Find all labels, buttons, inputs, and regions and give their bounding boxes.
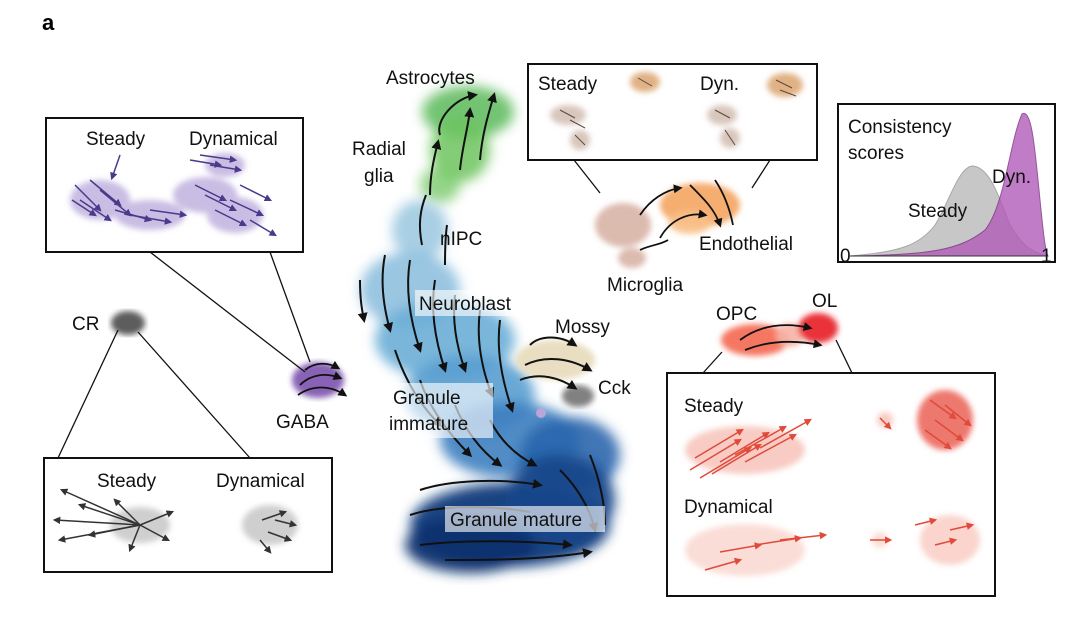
main-embedding: Astrocytes Radial glia nIPC Neuroblast M…	[352, 68, 631, 573]
consistency-title-2: scores	[848, 143, 904, 164]
inset-cr-dynamical-label: Dynamical	[216, 471, 305, 492]
consistency-dyn-density	[849, 113, 1049, 257]
label-bg-granule-mature	[445, 506, 605, 532]
label-astrocytes: Astrocytes	[386, 68, 475, 89]
small-cluster-dot	[536, 408, 546, 418]
label-microglia: Microglia	[607, 275, 683, 296]
label-mossy: Mossy	[555, 317, 610, 338]
inset-consistency: Consistency scores Steady Dyn. 0 1	[837, 103, 1056, 267]
inset-cr: Steady Dynamical	[43, 457, 333, 573]
label-granule-mature: Granule mature	[450, 510, 582, 531]
inset-ol-steady-label: Steady	[684, 396, 744, 417]
cck-cluster	[562, 385, 594, 407]
astrocytes-cluster	[420, 86, 514, 203]
label-bg-granule-immature	[387, 383, 493, 438]
consistency-title-1: Consistency	[848, 117, 952, 138]
label-radial-1: Radial	[352, 139, 406, 160]
label-neuroblast: Neuroblast	[419, 294, 512, 315]
label-radial-2: glia	[364, 166, 394, 187]
leader-lines	[57, 159, 853, 459]
label-endothelial: Endothelial	[699, 234, 793, 255]
consistency-steady-label: Steady	[908, 201, 968, 222]
label-cck: Cck	[598, 378, 631, 399]
inset-endo-steady-label: Steady	[538, 74, 598, 95]
inset-endo: Steady Dyn.	[527, 63, 818, 161]
label-bg-neuroblast	[415, 290, 528, 316]
label-nipc: nIPC	[440, 229, 482, 250]
inset-endo-dyn-label: Dyn.	[700, 74, 739, 95]
label-ol: OL	[812, 291, 837, 312]
label-gaba: GABA	[276, 412, 329, 433]
inset-gaba-steady-label: Steady	[86, 129, 146, 150]
label-opc: OPC	[716, 304, 757, 325]
inset-ol: Steady Dynamical	[666, 372, 996, 597]
cr-cluster: CR	[72, 311, 145, 335]
consistency-axis-min: 0	[840, 246, 851, 267]
label-granule-immature-2: immature	[389, 414, 468, 435]
inset-ol-dynamical-label: Dynamical	[684, 497, 773, 518]
gaba-cluster: GABA	[276, 360, 348, 433]
consistency-dyn-label: Dyn.	[992, 167, 1031, 188]
inset-cr-steady-label: Steady	[97, 471, 157, 492]
opc-ol-cluster: OPC OL	[716, 291, 838, 356]
panel-letter: a	[42, 10, 55, 35]
inset-gaba-dynamical-label: Dynamical	[189, 129, 278, 150]
label-granule-immature-1: Granule	[393, 388, 461, 409]
consistency-axis-max: 1	[1041, 246, 1052, 267]
endothelial-microglia-cluster: Endothelial Microglia	[595, 179, 793, 296]
label-cr: CR	[72, 314, 99, 335]
inset-gaba: Steady Dynamical	[45, 117, 304, 253]
